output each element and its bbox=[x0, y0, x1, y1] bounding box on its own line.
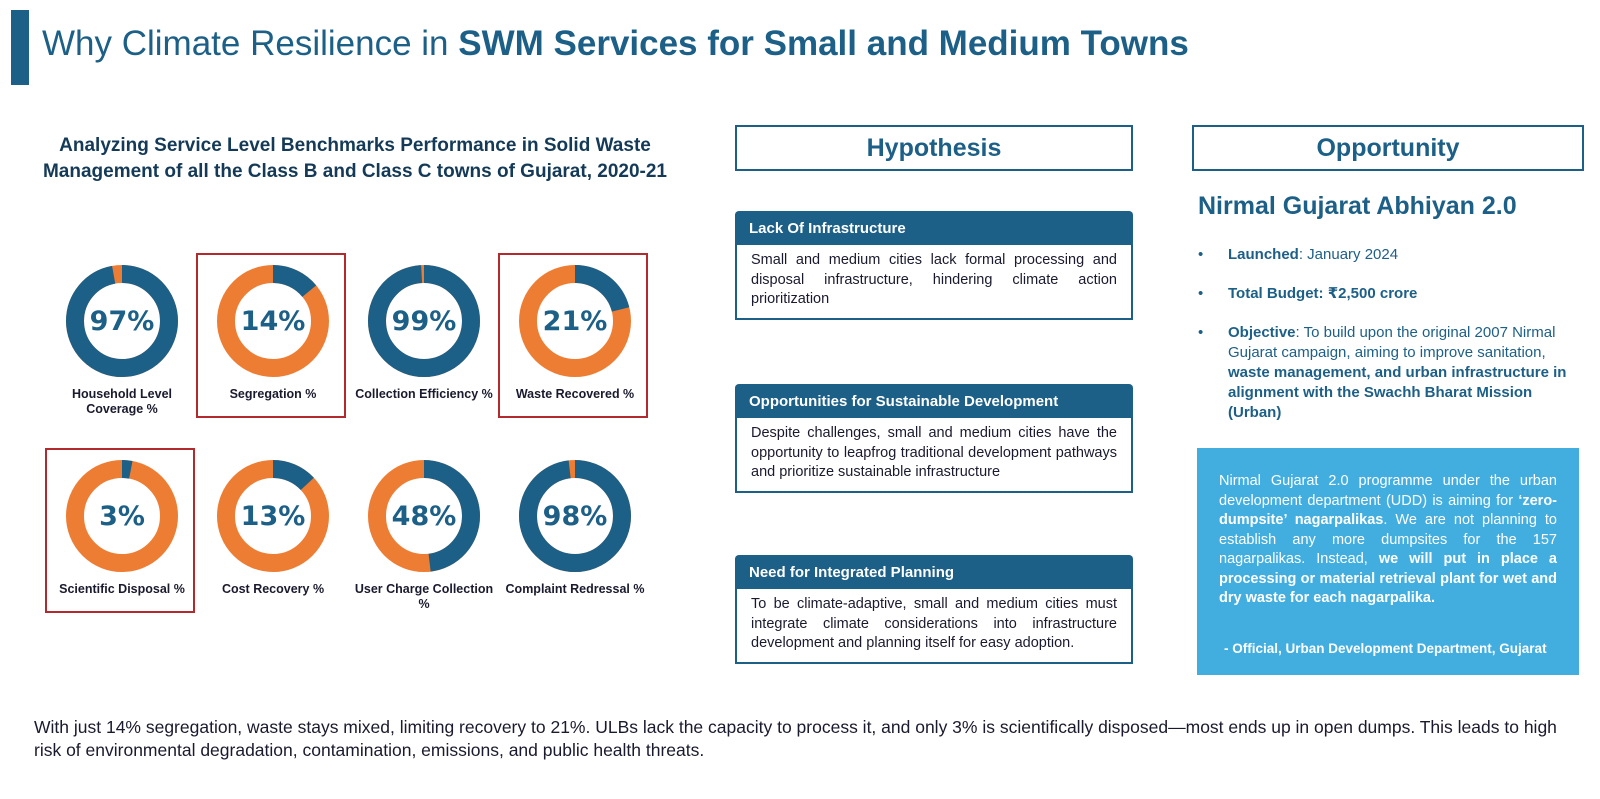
objective-item: Objective: To build upon the original 20… bbox=[1198, 323, 1578, 423]
title-regular: Why Climate Resilience in bbox=[42, 24, 459, 63]
program-facts-list: Launched: January 2024 Total Budget: ₹2,… bbox=[1198, 245, 1578, 442]
launched-value: : January 2024 bbox=[1298, 246, 1399, 263]
hypothesis-card: Need for Integrated Planning To be clima… bbox=[735, 555, 1133, 664]
hypothesis-card: Lack Of Infrastructure Small and medium … bbox=[735, 211, 1133, 320]
official-quote-box: Nirmal Gujarat 2.0 programme under the u… bbox=[1197, 448, 1579, 675]
budget-value: : ₹2,500 crore bbox=[1318, 285, 1418, 302]
donut-value-label: 3% bbox=[99, 500, 145, 532]
donut-segregation: 14% Segregation % bbox=[196, 253, 346, 418]
donut-value-arc bbox=[519, 265, 631, 377]
donut-value-arc bbox=[368, 265, 480, 377]
budget-item: Total Budget: ₹2,500 crore bbox=[1198, 284, 1578, 304]
donut-waste-recovered: 21% Waste Recovered % bbox=[498, 253, 648, 418]
donut-svg bbox=[66, 265, 178, 377]
objective-label: Objective bbox=[1228, 324, 1296, 341]
donut-svg bbox=[519, 460, 631, 572]
donut-scientific-disposal: 3% Scientific Disposal % bbox=[45, 448, 195, 613]
opportunity-heading: Opportunity bbox=[1192, 125, 1584, 171]
hypothesis-card-title: Need for Integrated Planning bbox=[735, 555, 1133, 589]
donut-value-arc bbox=[217, 265, 329, 377]
donut-svg bbox=[519, 265, 631, 377]
page-title: Why Climate Resilience in SWM Services f… bbox=[42, 24, 1189, 64]
donut-category-label: Waste Recovered % bbox=[515, 387, 635, 401]
hypothesis-card-body: To be climate-adaptive, small and medium… bbox=[735, 589, 1133, 664]
donut-svg bbox=[368, 265, 480, 377]
donut-value-label: 97% bbox=[89, 305, 155, 337]
donut-cost-recovery: 13% Cost Recovery % bbox=[198, 450, 348, 615]
program-title: Nirmal Gujarat Abhiyan 2.0 bbox=[1198, 192, 1517, 220]
donut-svg bbox=[217, 265, 329, 377]
quote-part: . We are not planning to establish any m… bbox=[1219, 512, 1557, 567]
quote-text: Nirmal Gujarat 2.0 programme under the u… bbox=[1219, 472, 1557, 609]
donut-svg bbox=[66, 460, 178, 572]
title-bold: SWM Services for Small and Medium Towns bbox=[458, 24, 1189, 63]
donut-category-label: Segregation % bbox=[229, 387, 317, 401]
donut-value-label: 13% bbox=[240, 500, 306, 532]
footer-summary: With just 14% segregation, waste stays m… bbox=[34, 717, 1557, 760]
donut-category-label: Cost Recovery % bbox=[221, 582, 325, 596]
donut-complaint-redressal: 98% Complaint Redressal % bbox=[500, 450, 650, 615]
donut-category-label: Household Level Coverage % bbox=[71, 387, 173, 416]
objective-text: : To build upon the original 2007 Nirmal… bbox=[1228, 324, 1556, 361]
hypothesis-card-title: Opportunities for Sustainable Developmen… bbox=[735, 384, 1133, 418]
title-accent-bar bbox=[11, 10, 29, 85]
quote-part: Nirmal Gujarat 2.0 programme under the u… bbox=[1219, 473, 1557, 509]
donut-category-label: Collection Efficiency % bbox=[355, 387, 493, 401]
donut-value-label: 98% bbox=[542, 500, 608, 532]
donut-category-label: Complaint Redressal % bbox=[505, 582, 645, 596]
donut-value-arc bbox=[66, 460, 178, 572]
hypothesis-card-title: Lack Of Infrastructure bbox=[735, 211, 1133, 245]
donut-svg bbox=[368, 460, 480, 572]
donut-household-level-coverage: 97% Household Level Coverage % bbox=[47, 255, 197, 420]
donut-value-label: 14% bbox=[240, 305, 306, 337]
donut-value-arc bbox=[368, 460, 480, 572]
chart-heading: Analyzing Service Level Benchmarks Perfo… bbox=[42, 135, 667, 182]
donut-user-charge-collection: 48% User Charge Collection % bbox=[349, 450, 499, 615]
quote-attribution: - Official, Urban Development Department… bbox=[1224, 640, 1547, 656]
donut-value-label: 99% bbox=[391, 305, 457, 337]
donut-value-arc bbox=[66, 265, 178, 377]
donut-svg bbox=[217, 460, 329, 572]
hypothesis-card-body: Despite challenges, small and medium cit… bbox=[735, 418, 1133, 493]
donut-value-label: 48% bbox=[391, 500, 457, 532]
objective-bold: waste management, and urban infrastructu… bbox=[1228, 364, 1567, 421]
quote-bold: ‘zero-dumpsite’ nagarpalikas bbox=[1219, 492, 1557, 529]
donut-category-label: Scientific Disposal % bbox=[59, 582, 185, 596]
donut-category-label: User Charge Collection % bbox=[354, 582, 494, 611]
hypothesis-heading: Hypothesis bbox=[735, 125, 1133, 171]
donut-chart-grid: 97% Household Level Coverage % 14% Segregat… bbox=[0, 240, 700, 640]
hypothesis-card: Opportunities for Sustainable Developmen… bbox=[735, 384, 1133, 493]
donut-value-arc bbox=[217, 460, 329, 572]
quote-bold: we will put in place a processing or mat… bbox=[1219, 551, 1557, 606]
budget-label: Total Budget bbox=[1228, 285, 1319, 302]
donut-value-label: 21% bbox=[542, 305, 608, 337]
hypothesis-card-body: Small and medium cities lack formal proc… bbox=[735, 245, 1133, 320]
launched-label: Launched bbox=[1228, 246, 1299, 263]
launched-item: Launched: January 2024 bbox=[1198, 245, 1578, 265]
donut-value-arc bbox=[519, 460, 631, 572]
donut-collection-efficiency: 99% Collection Efficiency % bbox=[349, 255, 499, 420]
